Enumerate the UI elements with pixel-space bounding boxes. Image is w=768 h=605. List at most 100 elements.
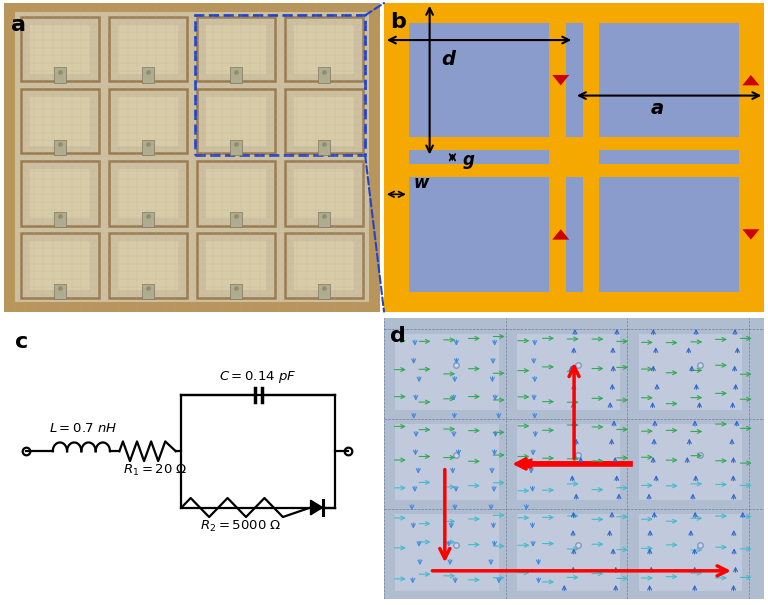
Bar [142, 212, 154, 227]
Bar [565, 23, 583, 137]
Text: a: a [12, 15, 26, 35]
Bar [599, 151, 740, 164]
Text: $C = 0.14\ pF$: $C = 0.14\ pF$ [219, 369, 296, 385]
FancyArrow shape [517, 460, 631, 467]
Text: $L = 0.7\ nH$: $L = 0.7\ nH$ [49, 422, 117, 435]
Bar [384, 157, 574, 177]
Bar [109, 89, 187, 154]
Text: $\bfit{d}$: $\bfit{d}$ [441, 50, 457, 69]
Bar [21, 17, 99, 81]
Bar [109, 234, 187, 298]
Bar [21, 234, 99, 298]
Bar [294, 97, 354, 146]
Bar [396, 334, 498, 410]
Bar [118, 25, 178, 74]
Bar [30, 97, 90, 146]
Bar [639, 514, 742, 590]
Bar [384, 292, 574, 312]
Text: $\bfit{a}$: $\bfit{a}$ [650, 99, 664, 118]
Text: $R_1 = 20\ \Omega$: $R_1 = 20\ \Omega$ [123, 463, 187, 478]
Bar [384, 137, 574, 157]
Bar [384, 3, 574, 23]
Polygon shape [552, 229, 569, 240]
Bar [318, 212, 329, 227]
Bar [517, 334, 621, 410]
Bar [285, 161, 363, 226]
Bar [549, 157, 574, 312]
Bar [565, 177, 583, 292]
Bar [206, 25, 266, 74]
Bar [396, 424, 498, 500]
Bar [285, 89, 363, 154]
Text: c: c [15, 332, 28, 352]
Bar [197, 161, 275, 226]
Bar [118, 169, 178, 218]
Bar [574, 137, 764, 157]
Bar [4, 3, 15, 312]
Polygon shape [552, 75, 569, 85]
Text: $R_2 = 5000\ \Omega$: $R_2 = 5000\ \Omega$ [200, 519, 282, 534]
Bar [318, 284, 329, 299]
Bar [30, 169, 90, 218]
Bar [118, 241, 178, 290]
Bar [318, 67, 329, 83]
Bar [118, 97, 178, 146]
Bar [318, 140, 329, 155]
Bar [55, 212, 66, 227]
Bar [549, 3, 574, 157]
Bar [574, 157, 599, 312]
Bar [21, 161, 99, 226]
Bar [206, 241, 266, 290]
Bar [197, 234, 275, 298]
Bar [55, 140, 66, 155]
Bar [230, 284, 242, 299]
Bar [55, 284, 66, 299]
Bar [639, 424, 742, 500]
Bar [109, 161, 187, 226]
Text: $\bfit{w}$: $\bfit{w}$ [412, 174, 430, 192]
Bar [740, 3, 764, 157]
Bar [574, 3, 764, 23]
Bar [574, 157, 764, 177]
Bar [639, 334, 742, 410]
Bar [230, 212, 242, 227]
Bar [409, 151, 549, 164]
Bar [21, 89, 99, 154]
Bar [206, 97, 266, 146]
Text: d: d [389, 326, 406, 346]
Bar [294, 25, 354, 74]
Bar [30, 25, 90, 74]
Bar [396, 514, 498, 590]
Polygon shape [743, 75, 760, 85]
Bar [142, 67, 154, 83]
Bar [142, 284, 154, 299]
Bar [195, 15, 365, 155]
Bar [142, 140, 154, 155]
Bar [197, 17, 275, 81]
Bar [4, 302, 380, 312]
Bar [55, 67, 66, 83]
Bar [517, 514, 621, 590]
Bar [574, 292, 764, 312]
Polygon shape [310, 500, 323, 515]
Bar [740, 157, 764, 312]
Bar [230, 67, 242, 83]
Text: $\bfit{g}$: $\bfit{g}$ [462, 153, 475, 171]
Bar [197, 89, 275, 154]
Bar [384, 157, 409, 312]
Bar [285, 234, 363, 298]
Bar [30, 241, 90, 290]
Bar [109, 17, 187, 81]
Bar [206, 169, 266, 218]
Bar [574, 3, 599, 157]
Bar [294, 241, 354, 290]
Bar [369, 3, 380, 312]
Polygon shape [743, 229, 760, 240]
Bar [517, 424, 621, 500]
Bar [230, 140, 242, 155]
Text: b: b [389, 12, 406, 32]
Bar [384, 3, 409, 157]
Bar [285, 17, 363, 81]
Bar [4, 3, 380, 12]
Bar [294, 169, 354, 218]
